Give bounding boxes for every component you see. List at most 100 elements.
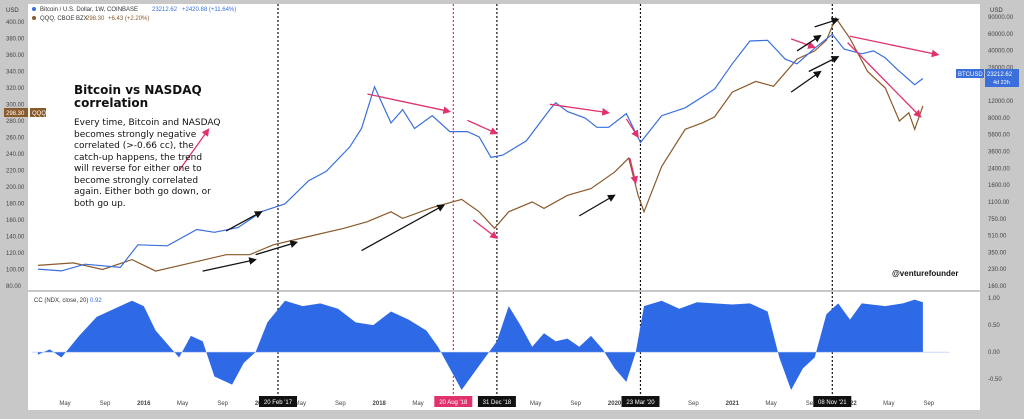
- left-axis-tick-label: 320.00: [6, 86, 25, 92]
- right-axis-tick-label: 8000.00: [988, 116, 1010, 122]
- date-marker-label: 31 Dec '18: [483, 400, 512, 406]
- qqq-legend-value: 298.30: [86, 16, 105, 22]
- black-trend-arrow: [202, 257, 257, 272]
- left-axis-tick-label: 120.00: [6, 251, 25, 257]
- right-axis-tick-label: 160.00: [988, 284, 1007, 290]
- black-trend-arrow: [225, 211, 263, 232]
- cc-axis-tick-label: -0.50: [988, 377, 1002, 383]
- pink-trend-arrow: [625, 118, 639, 139]
- black-trend-arrow: [814, 17, 840, 28]
- date-marker-label: 08 Nov '21: [818, 400, 847, 406]
- left-axis-tick-label: 300.00: [6, 103, 25, 109]
- x-axis-tick-label: 2018: [373, 401, 387, 407]
- right-axis-tick-label: 40000.00: [988, 49, 1014, 55]
- left-axis-tick-label: 180.00: [6, 202, 25, 208]
- annotation-body-line: both go up.: [74, 198, 126, 209]
- date-marker-label: 20 Aug '18: [439, 400, 468, 406]
- pink-trend-arrow: [178, 128, 210, 171]
- x-axis-tick-label: Sep: [335, 401, 346, 407]
- right-axis-tick-label: 350.00: [988, 250, 1007, 256]
- annotation-body-line: correlated (>-0.66 cc), the: [74, 141, 194, 151]
- date-marker-label: 23 Mar '20: [626, 400, 655, 406]
- pink-trend-arrow: [790, 38, 816, 49]
- cc-axis-tick-label: 0.50: [988, 323, 1000, 329]
- pink-trend-arrow: [629, 157, 639, 185]
- qqq-price-badge: [4, 108, 28, 117]
- date-marker-label: 20 Feb '17: [264, 400, 293, 406]
- right-axis-tick-label: 230.00: [988, 267, 1007, 273]
- right-axis-tick-label: 12000.00: [988, 99, 1014, 105]
- btc-legend-name[interactable]: Bitcoin / U.S. Dollar, 1W, COINBASE: [40, 7, 138, 13]
- x-axis-tick-label: Sep: [217, 401, 228, 407]
- annotation-body-line: will reverse for either one to: [74, 164, 202, 174]
- x-axis-tick-label: May: [177, 401, 188, 407]
- left-axis-tick-label: 360.00: [6, 53, 25, 59]
- black-trend-arrow: [361, 204, 446, 252]
- x-axis-tick-label: Sep: [688, 401, 699, 407]
- right-axis-tick-label: 750.00: [988, 217, 1007, 223]
- annotation-body-line: become strongly correlated: [74, 175, 199, 186]
- qqq-series-line: [37, 16, 924, 272]
- left-axis-tick-label: 380.00: [6, 37, 25, 43]
- x-axis-tick-label: May: [530, 401, 541, 407]
- left-axis-tick-label: 340.00: [6, 70, 25, 76]
- date-marker-badge: [259, 396, 297, 407]
- cc-area: [37, 299, 923, 390]
- cc-legend-name[interactable]: CC (NDX, close, 20): [34, 298, 88, 304]
- x-axis-tick-label: Sep: [806, 401, 817, 407]
- black-trend-arrow: [255, 240, 299, 256]
- black-trend-arrow: [790, 70, 822, 93]
- right-axis-tick-label: 90000.00: [988, 15, 1014, 21]
- annotation-body-line: becomes strongly negative: [74, 129, 197, 140]
- left-axis-tick-label: 160.00: [6, 218, 25, 224]
- left-axis-tick-label: 220.00: [6, 169, 25, 175]
- btc-price-badge-value: 23212.62: [987, 72, 1013, 78]
- annotation-title: Bitcoin vs NASDAQ correlation: [74, 84, 244, 110]
- pink-trend-arrow: [367, 93, 452, 115]
- pink-trend-arrow: [472, 219, 498, 239]
- annotation-body-line: again. Either both go down, or: [74, 187, 211, 197]
- right-axis-tick-label: 510.00: [988, 234, 1007, 240]
- qqq-legend-name[interactable]: QQQ, CBOE BZX: [40, 16, 88, 22]
- left-axis-tick-label: 80.00: [6, 284, 22, 290]
- cc-legend-value: 0.92: [90, 298, 102, 304]
- cc-axis-tick-label: 1.00: [988, 296, 1000, 302]
- btc-legend-dot: [32, 7, 36, 11]
- btc-price-badge: [985, 69, 1019, 87]
- qqq-legend-change: +6.43 (+2.20%): [108, 16, 149, 22]
- watermark: @venturefounder: [892, 269, 958, 278]
- pink-trend-arrow: [549, 103, 610, 116]
- btc-series-line: [37, 33, 924, 272]
- right-axis-tick-label: 2400.00: [988, 166, 1010, 172]
- x-axis-tick-label: Sep: [100, 401, 111, 407]
- date-marker-badge: [477, 396, 516, 407]
- x-axis-tick-label: May: [765, 401, 776, 407]
- annotation-body: Every time, Bitcoin and NASDAQ becomes s…: [74, 118, 244, 210]
- x-axis-tick-label: May: [295, 401, 306, 407]
- right-axis-tick-label: 5600.00: [988, 133, 1010, 139]
- annotation-body-line: catch-up happens, the trend: [74, 152, 203, 163]
- x-axis-tick-label: 2021: [726, 401, 740, 407]
- black-trend-arrow: [578, 194, 616, 217]
- x-axis-tick-label: May: [59, 401, 70, 407]
- annotation-body-line: Every time, Bitcoin and NASDAQ: [74, 118, 221, 128]
- annotation-title-line2: correlation: [74, 96, 149, 110]
- pink-trend-arrow: [847, 42, 922, 118]
- btc-legend-value: 23212.62: [152, 7, 178, 13]
- left-axis-tick-label: 400.00: [6, 20, 25, 26]
- annotation-title-line1: Bitcoin vs NASDAQ: [74, 83, 202, 97]
- x-axis-tick-label: May: [412, 401, 423, 407]
- cc-axis-tick-label: 0.00: [988, 350, 1000, 356]
- date-marker-badge: [621, 396, 660, 407]
- date-marker-badge: [434, 396, 473, 407]
- right-axis-tick-label: 3600.00: [988, 150, 1010, 156]
- x-axis-tick-label: May: [883, 401, 894, 407]
- x-axis-tick-label: Sep: [570, 401, 581, 407]
- btc-ticker-badge: [956, 69, 984, 78]
- btc-legend-change: +2420.88 (+11.64%): [182, 7, 236, 13]
- pink-trend-arrow: [467, 119, 499, 135]
- x-axis-tick-label: 2016: [137, 401, 151, 407]
- date-marker-badge: [813, 396, 852, 407]
